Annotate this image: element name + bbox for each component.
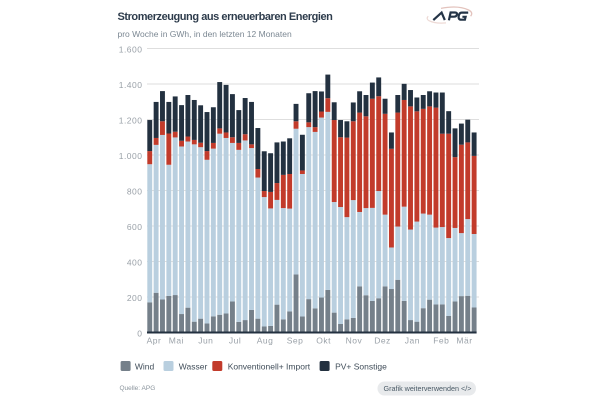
svg-text:400: 400 xyxy=(127,258,143,268)
svg-text:1.000: 1.000 xyxy=(119,151,143,161)
svg-text:1.400: 1.400 xyxy=(119,80,143,90)
svg-text:Feb: Feb xyxy=(433,336,449,346)
svg-text:Quelle: APG: Quelle: APG xyxy=(120,385,156,392)
svg-text:pro Woche in GWh, in den letzt: pro Woche in GWh, in den letzten 12 Mona… xyxy=(118,29,292,39)
svg-text:Dez: Dez xyxy=(374,336,391,346)
svg-text:Mär: Mär xyxy=(456,336,472,346)
svg-text:PV+ Sonstige: PV+ Sonstige xyxy=(335,361,387,371)
svg-text:Sep: Sep xyxy=(287,336,304,346)
svg-text:200: 200 xyxy=(127,293,143,303)
svg-text:Nov: Nov xyxy=(346,336,363,346)
svg-text:Jan: Jan xyxy=(405,336,420,346)
svg-text:Apr: Apr xyxy=(147,336,162,346)
svg-text:800: 800 xyxy=(127,187,143,197)
svg-text:Stromerzeugung aus erneuerbare: Stromerzeugung aus erneuerbaren Energien xyxy=(118,11,334,23)
svg-text:Aug: Aug xyxy=(257,336,274,346)
svg-text:Wasser: Wasser xyxy=(179,361,208,371)
svg-text:Okt: Okt xyxy=(316,336,331,346)
svg-text:600: 600 xyxy=(127,222,143,232)
svg-text:Wind: Wind xyxy=(135,361,155,371)
svg-text:1.600: 1.600 xyxy=(119,45,143,55)
svg-text:0: 0 xyxy=(137,329,142,339)
svg-text:Jul: Jul xyxy=(229,336,241,346)
svg-text:1.200: 1.200 xyxy=(119,116,143,126)
svg-text:Konventionell+ Import: Konventionell+ Import xyxy=(228,361,311,371)
svg-text:Grafik weiterverwenden </>: Grafik weiterverwenden </> xyxy=(384,384,472,393)
svg-text:Jun: Jun xyxy=(198,336,213,346)
svg-text:Mai: Mai xyxy=(169,336,184,346)
